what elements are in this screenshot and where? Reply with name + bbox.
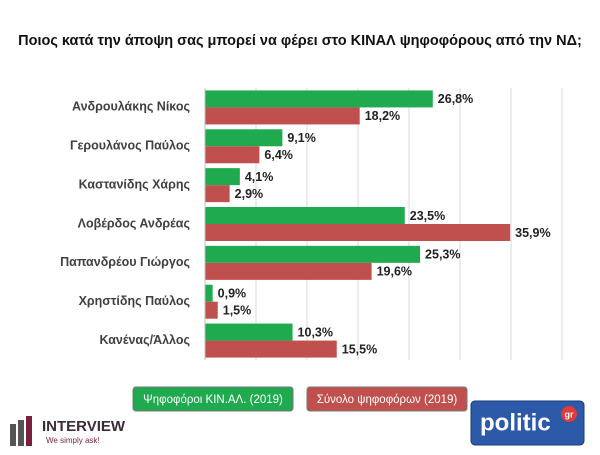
y-tick-label: Γερουλάνος Παύλος (70, 139, 190, 153)
logo-bar (18, 420, 24, 446)
legend-label: Σύνολο ψηφοφόρων (2019) (317, 394, 458, 406)
y-tick-label: Χρηστίδης Παύλος (79, 294, 190, 308)
y-tick-label: Ανδρουλάκης Νίκος (72, 100, 190, 114)
y-tick-label: Λοβέρδος Ανδρέας (78, 216, 190, 230)
bar (205, 107, 360, 125)
bar (205, 129, 283, 147)
y-tick-label: Κανένας/Άλλος (99, 333, 190, 347)
logo-suffix: gr (565, 409, 574, 419)
logo-dot (561, 406, 577, 422)
value-label: 19,6% (377, 265, 412, 279)
value-label: 18,2% (365, 109, 400, 123)
chart-title: Ποιος κατά την άποψη σας μπορεί να φέρει… (18, 33, 582, 49)
bar (205, 262, 372, 280)
bar (205, 90, 433, 108)
logo-text: politic (480, 409, 551, 436)
value-label: 4,1% (245, 170, 274, 184)
bar (205, 323, 293, 341)
legend-label: Ψηφοφόροι ΚΙΝ.ΑΛ. (2019) (143, 394, 283, 406)
legend-swatch (132, 386, 294, 412)
value-label: 10,3% (298, 325, 333, 339)
value-label: 23,5% (410, 209, 445, 223)
bar (205, 245, 421, 263)
bar (205, 284, 213, 302)
value-label: 25,3% (425, 248, 460, 262)
legend-swatch (306, 386, 468, 412)
bar (205, 146, 260, 164)
value-label: 1,5% (223, 304, 252, 318)
value-label: 26,8% (438, 92, 473, 106)
bar (205, 168, 240, 186)
bar (205, 185, 230, 203)
logo-text: INTERVIEW (42, 418, 126, 435)
y-tick-label: Καστανίδης Χάρης (79, 177, 190, 191)
value-label: 0,9% (218, 287, 247, 301)
y-tick-label: Παπανδρέου Γιώργος (60, 255, 190, 269)
logo-tagline: We simply ask! (46, 436, 100, 445)
logo-bar (26, 416, 32, 446)
value-label: 35,9% (515, 226, 550, 240)
value-label: 2,9% (235, 187, 264, 201)
bar (205, 224, 511, 241)
value-label: 15,5% (342, 342, 377, 356)
value-label: 6,4% (264, 148, 293, 162)
bar (205, 207, 405, 224)
bar (205, 301, 218, 319)
logo-box (470, 400, 585, 446)
logo-bar (10, 424, 16, 446)
value-label: 9,1% (287, 131, 316, 145)
bar (205, 340, 337, 358)
